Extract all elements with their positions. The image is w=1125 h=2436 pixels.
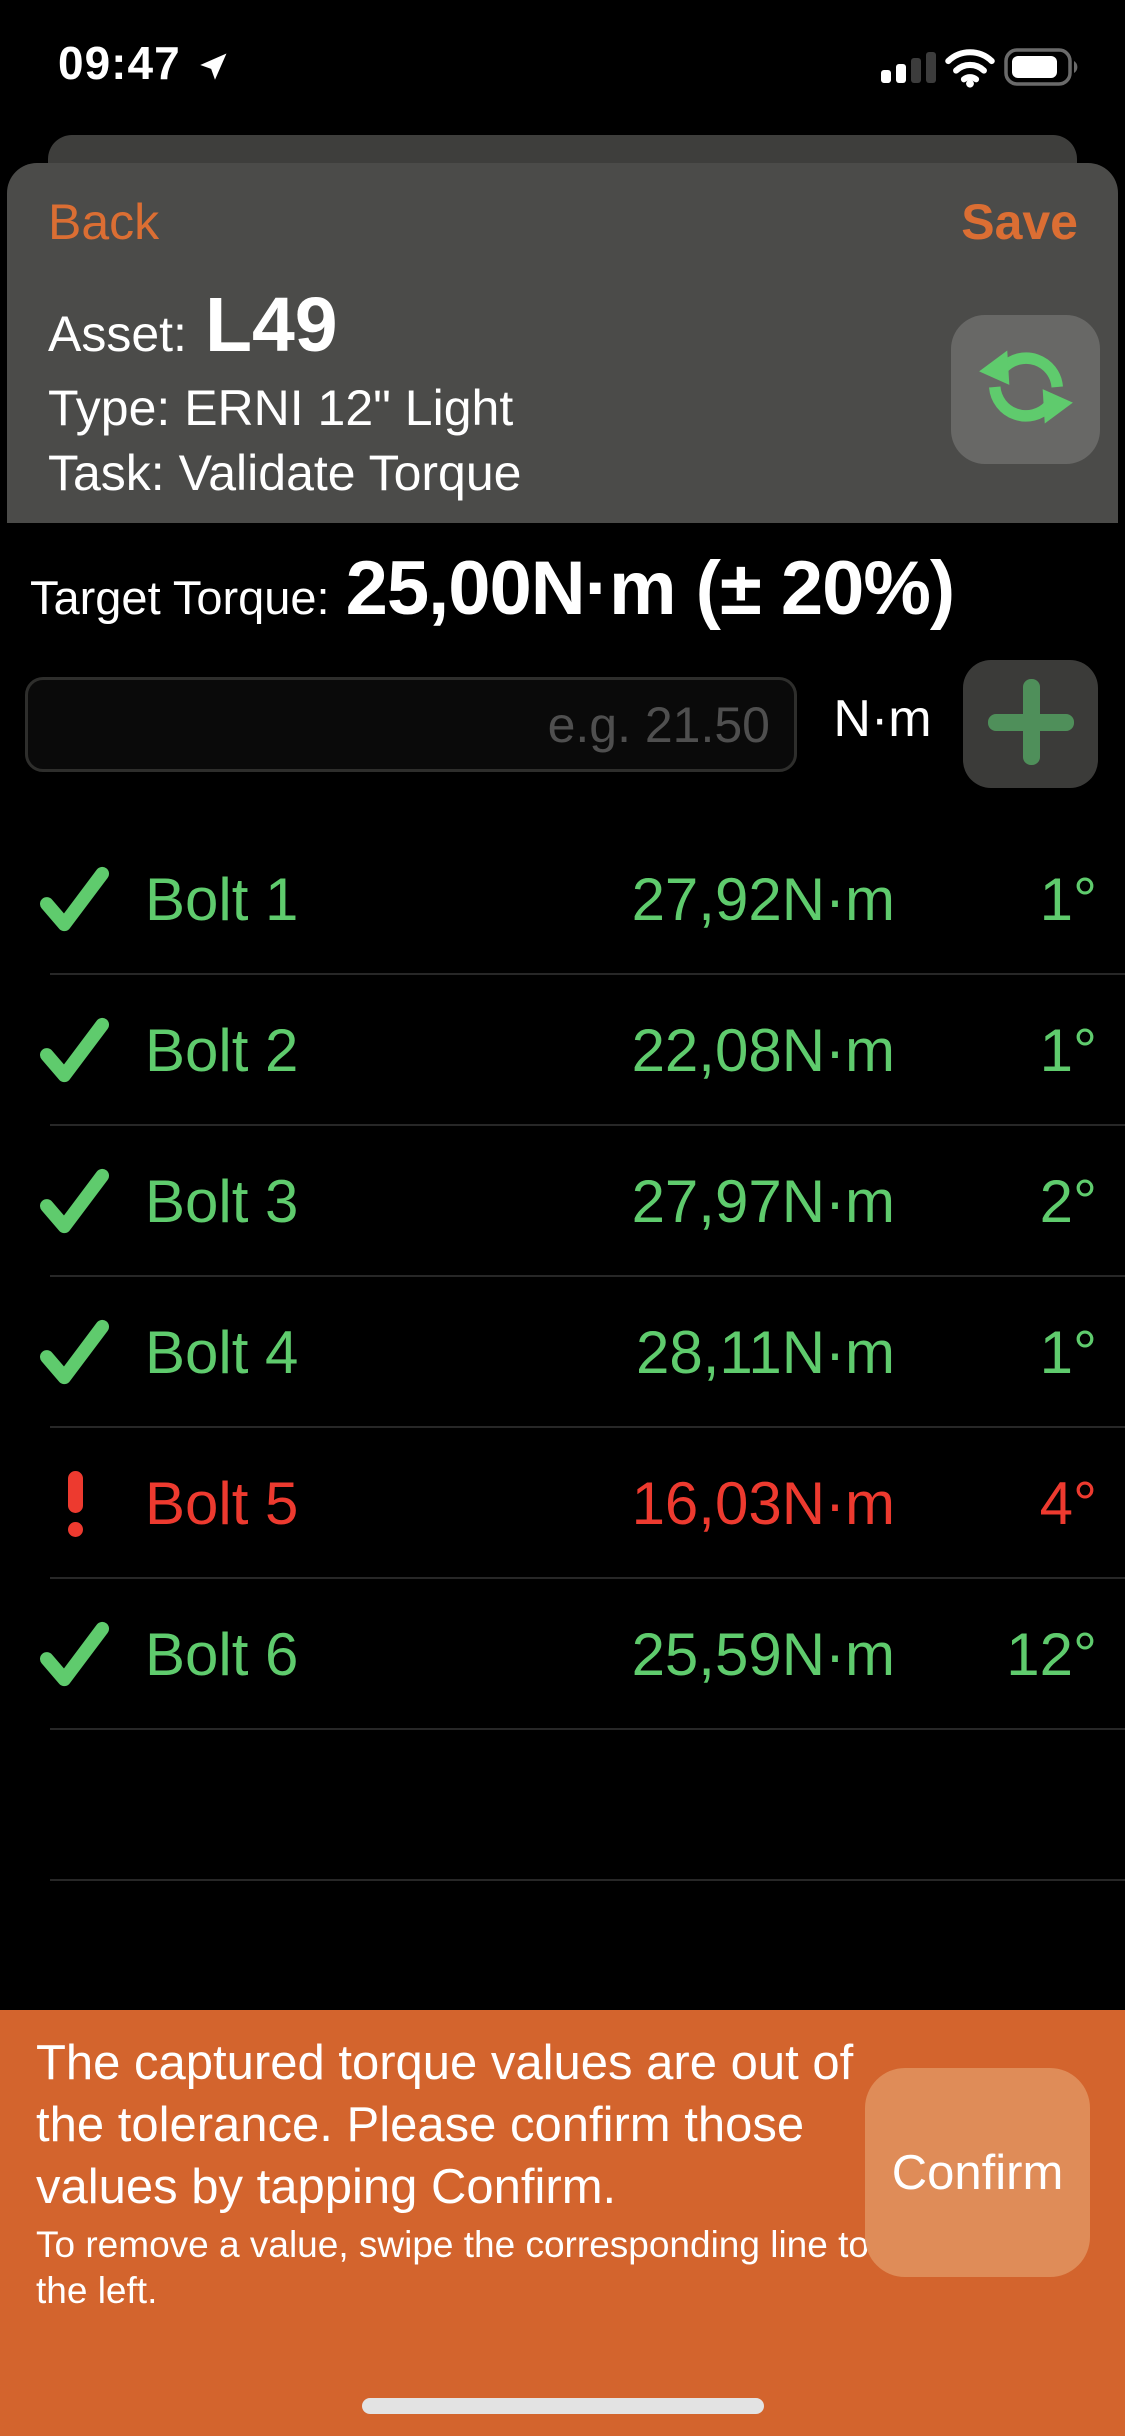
- target-torque-value: 25,00N·m (± 20%): [345, 546, 956, 631]
- row-divider: [50, 1124, 1125, 1126]
- warning-icon: [40, 1428, 110, 1579]
- empty-row: [0, 1730, 1125, 1881]
- bolt-torque-value: 28,11N·m: [636, 1319, 895, 1386]
- bolt-name: Bolt 2: [145, 1017, 299, 1084]
- task-line: Task: Validate Torque: [48, 444, 521, 502]
- banner-hint: To remove a value, swipe the correspondi…: [36, 2224, 869, 2311]
- bolt-torque-value: 22,08N·m: [631, 1017, 895, 1084]
- bolt-angle-value: 12°: [1006, 1621, 1097, 1688]
- bolt-name: Bolt 6: [145, 1621, 299, 1688]
- bolt-torque-value: 25,59N·m: [631, 1621, 895, 1688]
- task-value: Validate Torque: [178, 445, 522, 501]
- task-label: Task:: [48, 445, 165, 501]
- row-divider: [50, 1728, 1125, 1730]
- location-arrow-icon: [196, 50, 230, 89]
- bolt-name: Bolt 1: [145, 866, 299, 933]
- bolt-row[interactable]: Bolt 6 25,59N·m 12°: [0, 1579, 1125, 1730]
- bolt-row[interactable]: Bolt 2 22,08N·m 1°: [0, 975, 1125, 1126]
- refresh-icon: [976, 337, 1076, 442]
- bolt-row[interactable]: Bolt 1 27,92N·m 1°: [0, 824, 1125, 975]
- type-value: ERNI 12" Light: [184, 380, 514, 436]
- bolt-angle-value: 1°: [1039, 866, 1097, 933]
- bolt-angle-value: 4°: [1039, 1470, 1097, 1537]
- row-divider: [50, 1275, 1125, 1277]
- cellular-signal-icon: [881, 52, 936, 83]
- banner-message: The captured torque values are out of th…: [36, 2036, 854, 2214]
- bolt-list: Bolt 1 27,92N·m 1° Bolt 2 22,08N·m 1° Bolt 3…: [0, 824, 1125, 1881]
- nav-bar: Back Save: [48, 193, 1078, 253]
- row-divider: [50, 1577, 1125, 1579]
- bolt-torque-value: 27,97N·m: [631, 1168, 895, 1235]
- check-icon: [40, 975, 110, 1126]
- check-icon: [40, 1277, 110, 1428]
- status-bar: 09:47: [0, 0, 1125, 100]
- header-card: Back Save Asset: L49 Type: ERNI 12" Ligh…: [7, 163, 1118, 523]
- bolt-angle-value: 2°: [1039, 1168, 1097, 1235]
- target-torque-line: Target Torque: 25,00N·m (± 20%): [30, 545, 1110, 632]
- battery-icon: [1004, 48, 1084, 91]
- bolt-row[interactable]: Bolt 4 28,11N·m 1°: [0, 1277, 1125, 1428]
- wifi-icon: [943, 48, 997, 93]
- asset-label: Asset:: [48, 306, 187, 362]
- asset-line: Asset: L49: [48, 281, 338, 370]
- refresh-button[interactable]: [951, 315, 1100, 464]
- type-line: Type: ERNI 12" Light: [48, 379, 513, 437]
- clock: 09:47: [58, 37, 181, 89]
- plus-icon: [983, 674, 1079, 775]
- confirm-button[interactable]: Confirm: [865, 2068, 1090, 2277]
- row-divider: [50, 973, 1125, 975]
- warning-exclamation-icon: [67, 1470, 83, 1537]
- add-value-button[interactable]: [963, 660, 1098, 788]
- bolt-name: Bolt 5: [145, 1470, 299, 1537]
- check-icon: [40, 824, 110, 975]
- bolt-angle-value: 1°: [1039, 1319, 1097, 1386]
- bolt-torque-value: 16,03N·m: [631, 1470, 895, 1537]
- asset-value: L49: [204, 282, 338, 368]
- target-torque-label: Target Torque:: [30, 571, 330, 624]
- unit-label: N·m: [833, 690, 932, 748]
- bolt-angle-value: 1°: [1039, 1017, 1097, 1084]
- check-icon: [40, 1579, 110, 1730]
- back-button[interactable]: Back: [48, 194, 160, 250]
- tolerance-warning-banner: The captured torque values are out of th…: [0, 2010, 1125, 2436]
- type-label: Type:: [48, 380, 171, 436]
- bolt-torque-value: 27,92N·m: [631, 866, 895, 933]
- bolt-name: Bolt 3: [145, 1168, 299, 1235]
- bolt-row[interactable]: Bolt 3 27,97N·m 2°: [0, 1126, 1125, 1277]
- row-divider: [50, 1426, 1125, 1428]
- torque-value-input[interactable]: [25, 677, 797, 772]
- home-indicator[interactable]: [362, 2398, 764, 2414]
- save-button[interactable]: Save: [961, 194, 1078, 250]
- bolt-row[interactable]: Bolt 5 16,03N·m 4°: [0, 1428, 1125, 1579]
- bolt-name: Bolt 4: [145, 1319, 299, 1386]
- check-icon: [40, 1126, 110, 1277]
- row-divider: [50, 1879, 1125, 1881]
